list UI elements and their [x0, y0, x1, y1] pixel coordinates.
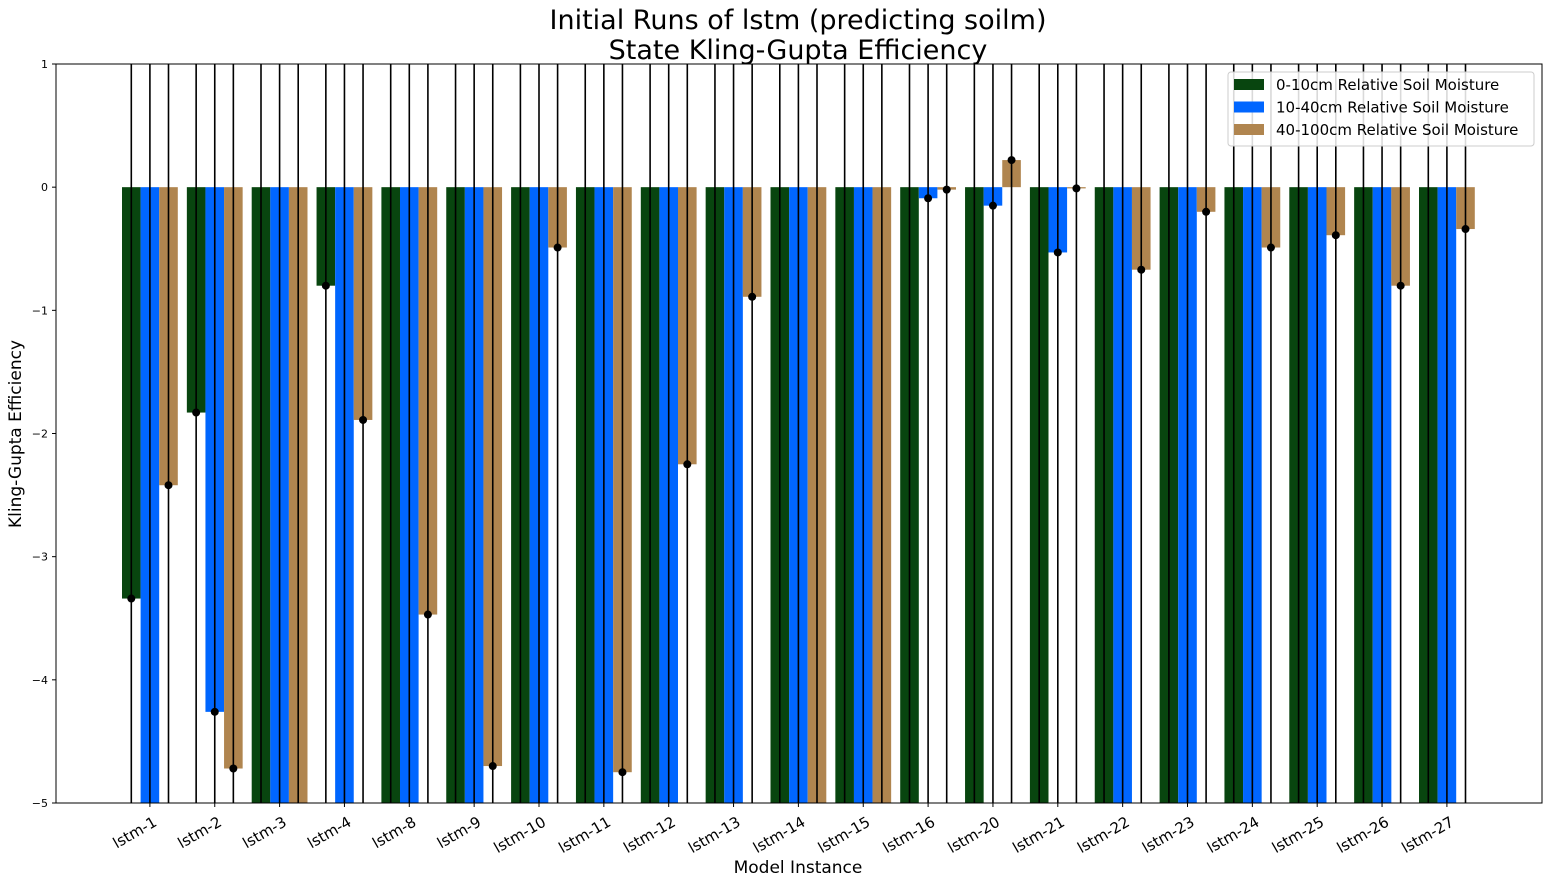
value-marker — [1137, 265, 1146, 274]
value-marker — [488, 762, 497, 771]
y-tick-label: −3 — [32, 551, 48, 564]
legend: 0-10cm Relative Soil Moisture 10-40cm Rel… — [1227, 71, 1535, 147]
x-tick-label: lstm-1 — [110, 813, 160, 852]
x-tick-label: lstm-27 — [1399, 813, 1457, 857]
value-marker — [988, 201, 997, 210]
y-tick-label: −5 — [32, 797, 48, 810]
y-axis-label: Kling-Gupta Efficiency — [6, 340, 26, 528]
x-tick-label: lstm-13 — [685, 813, 743, 857]
value-marker — [1461, 225, 1470, 234]
value-marker — [942, 185, 951, 194]
chart-title: Initial Runs of lstm (predicting soilm) — [550, 5, 1047, 36]
legend-label: 10-40cm Relative Soil Moisture — [1276, 99, 1509, 117]
legend-swatch — [1234, 124, 1264, 135]
value-marker — [127, 594, 136, 603]
x-tick-label: lstm-21 — [1009, 813, 1067, 857]
legend-label: 0-10cm Relative Soil Moisture — [1276, 76, 1499, 94]
value-marker — [924, 194, 933, 203]
value-marker — [748, 292, 757, 301]
value-marker — [618, 768, 627, 777]
x-tick-label: lstm-11 — [556, 813, 614, 857]
x-tick-label: lstm-2 — [175, 813, 225, 852]
value-marker — [321, 281, 330, 290]
x-tick-label: lstm-16 — [880, 813, 938, 857]
x-tick-label: lstm-12 — [620, 813, 678, 857]
x-tick-label: lstm-14 — [750, 813, 808, 857]
x-tick-label: lstm-8 — [369, 813, 419, 852]
value-marker — [683, 460, 692, 469]
y-tick-label: −4 — [32, 674, 48, 687]
value-marker — [1072, 184, 1081, 193]
value-marker — [1007, 156, 1016, 165]
value-marker — [210, 707, 219, 716]
value-marker — [164, 481, 173, 490]
value-marker — [1266, 243, 1275, 252]
value-marker — [553, 243, 562, 252]
plot-frame — [55, 63, 1543, 804]
x-tick-label: lstm-26 — [1334, 813, 1392, 857]
value-marker — [1331, 231, 1340, 240]
y-tick-label: 1 — [41, 58, 48, 71]
y-tick-label: 0 — [41, 181, 48, 194]
x-tick-label: lstm-23 — [1139, 813, 1197, 857]
x-tick-label: lstm-22 — [1074, 813, 1132, 857]
value-marker — [229, 764, 238, 773]
chart-subtitle: State Kling-Gupta Efficiency — [609, 35, 988, 66]
x-tick-label: lstm-20 — [945, 813, 1003, 857]
value-marker — [423, 610, 432, 619]
x-tick-label: lstm-4 — [304, 813, 354, 852]
x-axis-label: Model Instance — [734, 858, 863, 878]
value-marker — [192, 408, 201, 417]
x-tick-label: lstm-3 — [240, 813, 290, 852]
value-marker — [1202, 207, 1211, 216]
y-tick-label: −2 — [32, 428, 48, 441]
value-marker — [1396, 281, 1405, 290]
legend-box — [1227, 71, 1535, 147]
y-tick-label: −1 — [32, 304, 48, 317]
x-tick-label: lstm-25 — [1269, 813, 1327, 857]
x-tick-label: lstm-15 — [815, 813, 873, 857]
x-tick-label: lstm-24 — [1204, 813, 1262, 857]
value-marker — [1053, 248, 1062, 257]
x-tick-label: lstm-10 — [491, 813, 549, 857]
y-axis: 1 0 −1 −2 −3 −4 −5 — [32, 58, 56, 810]
value-marker — [359, 415, 368, 424]
x-axis: lstm-1 lstm-2 lstm-3 lstm-4 lstm-8 lstm-9 lstm… — [110, 803, 1457, 857]
legend-label: 40-100cm Relative Soil Moisture — [1276, 121, 1518, 139]
x-tick-label: lstm-9 — [434, 813, 484, 852]
whiskers-layer — [127, 64, 1470, 803]
legend-swatch — [1234, 101, 1264, 113]
legend-swatch — [1234, 79, 1264, 90]
